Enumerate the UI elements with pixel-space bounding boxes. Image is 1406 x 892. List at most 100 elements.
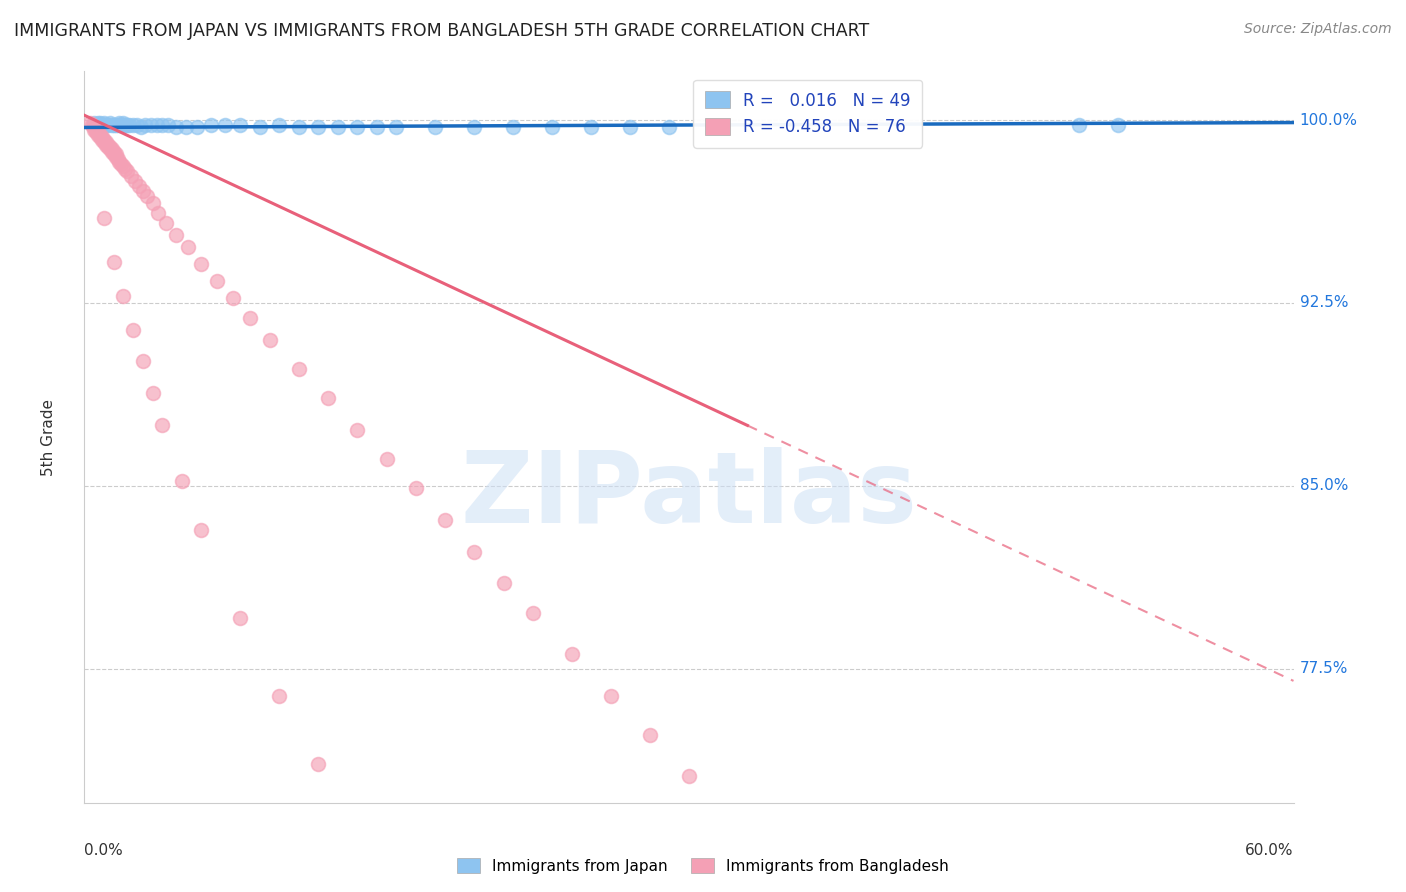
Point (375, 452, 398, 467)
Point (316, 391, 339, 405)
Point (522, 606, 544, 620)
Text: 85.0%: 85.0% (1299, 478, 1348, 493)
Point (170, 474, 193, 488)
Point (142, 196, 165, 211)
Point (125, 118, 148, 132)
Point (112, 288, 135, 302)
Point (186, 120, 208, 135)
Point (103, 118, 125, 132)
Point (79, 115, 101, 129)
Point (104, 118, 127, 132)
Text: 0.0%: 0.0% (84, 843, 124, 858)
Point (434, 513, 457, 527)
Point (114, 161, 136, 176)
Point (139, 118, 162, 132)
Point (93, 133, 115, 147)
Point (100, 142, 122, 156)
Point (112, 160, 135, 174)
Point (135, 188, 157, 202)
Point (84, 125, 107, 139)
Point (190, 257, 212, 271)
Point (288, 361, 311, 376)
Point (97, 140, 120, 154)
Point (83, 120, 105, 135)
Point (90, 130, 112, 145)
Point (502, 120, 524, 135)
Point (83, 115, 105, 129)
Point (190, 523, 212, 537)
Point (97, 137, 120, 152)
Point (97, 118, 120, 132)
Point (385, 120, 408, 135)
Point (112, 115, 135, 129)
Point (269, 689, 291, 703)
Point (93, 115, 115, 129)
Text: 92.5%: 92.5% (1299, 295, 1348, 310)
Point (288, 120, 311, 135)
Point (100, 118, 122, 132)
Point (108, 154, 131, 169)
Point (366, 120, 388, 135)
Point (678, 769, 700, 783)
Text: IMMIGRANTS FROM JAPAN VS IMMIGRANTS FROM BANGLADESH 5TH GRADE CORRELATION CHART: IMMIGRANTS FROM JAPAN VS IMMIGRANTS FROM… (14, 22, 869, 40)
Legend: R =   0.016   N = 49, R = -0.458   N = 76: R = 0.016 N = 49, R = -0.458 N = 76 (693, 79, 922, 148)
Point (114, 118, 136, 132)
Point (87, 125, 110, 139)
Text: ZIPatlas: ZIPatlas (461, 447, 917, 544)
Point (214, 118, 236, 132)
Point (385, 873, 408, 888)
Point (1107, 118, 1129, 132)
Point (307, 756, 329, 771)
Point (103, 147, 125, 161)
Point (658, 120, 681, 135)
Point (104, 147, 127, 161)
Point (148, 206, 170, 220)
Point (98, 140, 121, 154)
Point (90, 118, 112, 132)
Point (90, 133, 112, 147)
Point (145, 118, 167, 132)
Point (89, 128, 111, 142)
Point (117, 118, 139, 132)
Point (104, 150, 127, 164)
Point (463, 120, 485, 135)
Text: 5th Grade: 5th Grade (41, 399, 56, 475)
Point (108, 115, 131, 129)
Point (118, 118, 141, 132)
Point (425, 120, 447, 135)
Point (561, 647, 583, 661)
Point (249, 120, 271, 135)
Point (239, 310, 262, 325)
Point (200, 118, 222, 132)
Point (93, 211, 115, 225)
Point (229, 610, 252, 624)
Point (110, 157, 132, 171)
Point (124, 174, 146, 188)
Legend: Immigrants from Japan, Immigrants from Bangladesh: Immigrants from Japan, Immigrants from B… (451, 852, 955, 880)
Point (229, 118, 252, 132)
Point (129, 120, 152, 135)
Text: Source: ZipAtlas.com: Source: ZipAtlas.com (1244, 22, 1392, 37)
Point (150, 417, 173, 432)
Point (157, 118, 180, 132)
Point (100, 145, 122, 159)
Point (463, 544, 485, 558)
Point (117, 164, 139, 178)
Point (174, 120, 197, 135)
Point (405, 481, 427, 495)
Point (89, 130, 111, 145)
Point (103, 254, 125, 268)
Point (98, 142, 121, 156)
Point (307, 120, 329, 135)
Point (346, 120, 368, 135)
Point (132, 354, 155, 368)
Point (326, 120, 349, 135)
Point (259, 333, 281, 347)
Text: 77.5%: 77.5% (1299, 661, 1348, 676)
Point (87, 115, 110, 129)
Text: 100.0%: 100.0% (1299, 112, 1358, 128)
Point (98, 115, 121, 129)
Point (82, 118, 104, 132)
Point (128, 178, 150, 193)
Point (269, 118, 291, 132)
